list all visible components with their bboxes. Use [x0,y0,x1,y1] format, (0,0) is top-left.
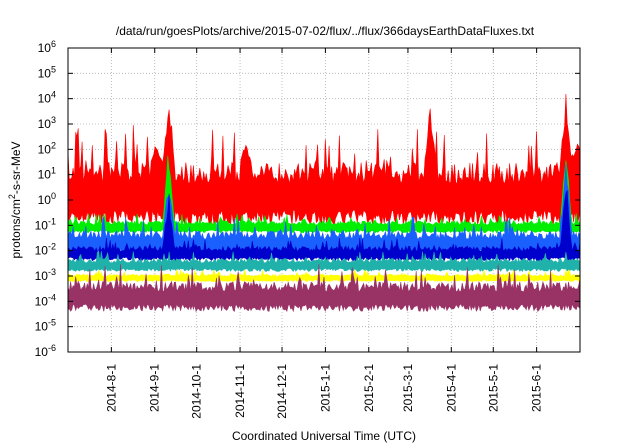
x-tick-label: 2015-5-1 [486,364,500,412]
y-tick-base: 10 [38,142,52,156]
x-tick-label: 2015-1-1 [318,364,332,412]
y-tick-label: 101 [38,166,56,182]
y-tick-exp: 0 [51,191,56,201]
y-tick-base: 10 [35,244,49,258]
series-band-6 [67,263,581,313]
x-tick-label: 2014-9-1 [148,364,162,412]
y-tick-base: 10 [35,269,49,283]
y-tick-base: 10 [38,92,52,106]
y-tick-label: 104 [38,90,56,106]
y-tick-label: 10-6 [35,343,56,359]
y-tick-exp: -2 [48,242,56,252]
x-tick-label: 2015-4-1 [444,364,458,412]
y-tick-base: 10 [38,66,52,80]
y-tick-label: 103 [38,115,56,131]
y-tick-label: 10-5 [35,318,56,334]
y-tick-base: 10 [38,193,52,207]
x-tick-label: 2015-3-1 [401,364,415,412]
y-tick-base: 10 [35,345,49,359]
x-tick-label: 2014-8-1 [104,364,118,412]
y-tick-exp: 2 [51,140,56,150]
y-tick-exp: 5 [51,64,56,74]
x-tick-label: 2015-2-1 [362,364,376,412]
series-band-0 [67,93,581,227]
y-axis-label: protons/cm2-s-sr-MeV [7,141,23,258]
y-tick-exp: -3 [48,267,56,277]
y-tick-base: 10 [35,320,49,334]
y-tick-label: 100 [38,191,56,207]
y-tick-label: 10-4 [35,292,56,308]
y-axis-label-post: -s-sr-MeV [9,141,23,194]
x-tick-label: 2014-12-1 [275,364,289,419]
y-tick-base: 10 [35,294,49,308]
y-tick-base: 10 [38,41,52,55]
y-tick-base: 10 [38,117,52,131]
x-axis-label: Coordinated Universal Time (UTC) [232,429,416,443]
y-tick-base: 10 [38,168,52,182]
y-tick-label: 10-3 [35,267,56,283]
series-group [67,93,581,313]
x-tick-label: 2015-6-1 [530,364,544,412]
y-tick-base: 10 [35,218,49,232]
y-axis-label-sup: 2 [7,194,17,199]
y-tick-exp: -6 [48,343,56,353]
y-tick-exp: 3 [51,115,56,125]
y-tick-exp: 6 [51,39,56,49]
y-tick-label: 102 [38,140,56,156]
y-axis-label-pre: protons/cm [9,199,23,258]
x-tick-label: 2014-10-1 [190,364,204,419]
y-tick-exp: -5 [48,318,56,328]
y-tick-exp: -4 [48,292,56,302]
y-tick-exp: -1 [48,216,56,226]
y-tick-exp: 1 [51,166,56,176]
x-tick-label: 2014-11-1 [233,364,247,418]
x-axis: 2014-8-1 2014-9-1 2014-10-1 2014-11-1 2014-1… [104,48,544,419]
y-tick-label: 106 [38,39,56,55]
y-tick-label: 105 [38,64,56,80]
chart-title: /data/run/goesPlots/archive/2015-07-02/f… [116,24,535,38]
y-tick-label: 10-1 [35,216,56,232]
y-axis: 10-610-510-410-310-210-11001011021031041… [35,39,580,359]
y-tick-exp: 4 [51,90,56,100]
y-tick-label: 10-2 [35,242,56,258]
